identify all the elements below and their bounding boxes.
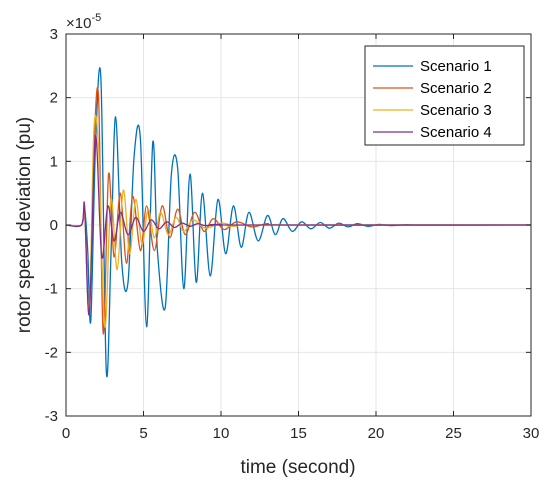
y-tick-label: -1 [45, 281, 58, 298]
x-tick-label: 5 [139, 425, 147, 442]
exponent-label: ×10-5 [66, 12, 101, 32]
y-axis-label: rotor speed deviation (pu) [14, 117, 35, 334]
x-tick-label: 15 [290, 425, 307, 442]
y-tick-label: 2 [50, 90, 58, 107]
legend-box [364, 45, 525, 146]
legend-label-scenario-2: Scenario 2 [420, 80, 492, 97]
series-group [65, 67, 532, 378]
series-line-scenario-1 [65, 67, 532, 378]
y-tick-label: -2 [45, 344, 58, 361]
y-tick-label: 3 [50, 26, 58, 43]
x-tick-label: 30 [523, 425, 540, 442]
x-axis-label: time (second) [240, 457, 355, 478]
legend: Scenario 1 Scenario 2 Scenario 3 Scenario 4 [364, 45, 525, 146]
x-tick-label: 25 [445, 425, 462, 442]
legend-label-scenario-1: Scenario 1 [420, 58, 492, 75]
exponent-power: -5 [91, 12, 101, 24]
tick-group: 0 5 10 15 20 25 30 -3 -2 -1 0 1 2 3 [45, 26, 540, 442]
series-line-scenario-3 [65, 114, 532, 328]
y-tick-label: 1 [50, 153, 58, 170]
x-tick-label: 20 [368, 425, 385, 442]
x-tick-label: 10 [213, 425, 230, 442]
y-tick-label: 0 [50, 217, 58, 234]
legend-label-scenario-4: Scenario 4 [420, 124, 492, 141]
exponent-base: ×10 [66, 15, 91, 32]
series-line-scenario-4 [65, 135, 532, 316]
series-line-scenario-2 [65, 87, 532, 335]
y-tick-label: -3 [45, 408, 58, 425]
x-tick-label: 0 [62, 425, 70, 442]
legend-label-scenario-3: Scenario 3 [420, 102, 492, 119]
